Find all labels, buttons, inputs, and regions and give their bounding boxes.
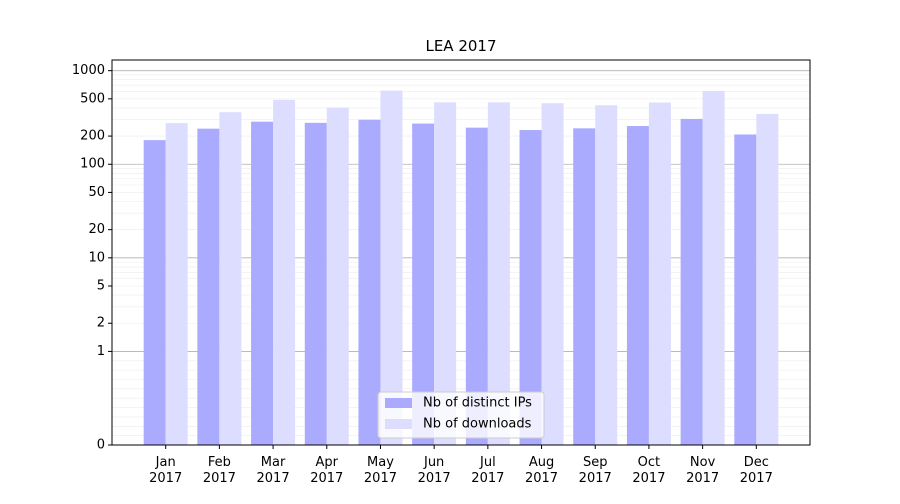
legend-box — [377, 391, 545, 439]
bar-downloads-jan — [165, 123, 188, 446]
x-tick-label-year: 2017 — [364, 471, 397, 486]
bar-distinct-ips-may — [358, 119, 381, 445]
x-tick-label-year: 2017 — [418, 471, 451, 486]
bar-distinct-ips-jan — [143, 140, 166, 446]
y-tick-label: 500 — [80, 91, 105, 106]
y-tick-label: 1 — [97, 344, 105, 359]
x-tick-label-month: Oct — [638, 455, 660, 470]
y-tick-label: 50 — [88, 185, 105, 200]
bar-distinct-ips-oct — [626, 126, 649, 446]
x-tick-label-month: May — [367, 455, 394, 470]
x-tick-label-month: Nov — [690, 455, 716, 470]
x-tick-label-month: Aug — [529, 455, 554, 470]
bar-downloads-feb — [219, 112, 242, 445]
x-tick-label-month: Sep — [583, 455, 608, 470]
bar-distinct-ips-apr — [304, 122, 327, 445]
bar-downloads-dec — [756, 113, 779, 446]
x-tick-label-year: 2017 — [740, 471, 773, 486]
x-tick-label-month: Jan — [155, 455, 176, 470]
bar-downloads-mar — [273, 99, 296, 445]
y-tick-label: 0 — [97, 438, 105, 453]
legend-swatch — [385, 419, 412, 429]
bar-distinct-ips-mar — [251, 121, 274, 446]
bar-distinct-ips-jun — [412, 123, 435, 445]
bar-distinct-ips-dec — [734, 134, 757, 445]
bar-downloads-nov — [702, 90, 725, 445]
bars — [143, 90, 779, 446]
legend-swatch — [385, 398, 412, 408]
y-axis: 0 1 2 5 10 20 50 100 200 500 1000 — [72, 63, 112, 453]
legend-label: Nb of distinct IPs — [423, 396, 532, 411]
bar-downloads-may — [380, 90, 403, 445]
x-tick-label-year: 2017 — [632, 471, 665, 486]
x-tick-label-month: Feb — [208, 455, 231, 470]
x-tick-label-year: 2017 — [257, 471, 290, 486]
x-tick-label-month: Dec — [744, 455, 769, 470]
y-tick-label: 20 — [88, 222, 105, 237]
x-tick-label-month: Mar — [261, 455, 286, 470]
legend-label: Nb of downloads — [423, 417, 532, 432]
bar-distinct-ips-sep — [573, 128, 596, 445]
x-tick-label-month: Apr — [316, 455, 339, 470]
x-tick-label-year: 2017 — [579, 471, 612, 486]
bar-downloads-apr — [326, 107, 349, 446]
x-axis: Jan2017Feb2017Mar2017Apr2017May2017Jun20… — [149, 445, 773, 486]
plot-frame — [111, 59, 811, 446]
x-tick-label-year: 2017 — [525, 471, 558, 486]
y-tick-label: 2 — [97, 316, 105, 331]
x-tick-label-year: 2017 — [149, 471, 182, 486]
bar-distinct-ips-jul — [465, 127, 488, 445]
y-tick-label: 10 — [88, 250, 105, 265]
bar-downloads-jul — [487, 102, 510, 445]
x-tick-label-month: Jun — [423, 455, 444, 470]
chart-title: LEA 2017 — [425, 37, 496, 55]
bar-distinct-ips-feb — [197, 128, 220, 445]
y-tick-label: 5 — [97, 279, 105, 294]
bar-downloads-oct — [648, 102, 671, 446]
x-tick-label-year: 2017 — [310, 471, 343, 486]
y-tick-label: 1000 — [72, 63, 105, 78]
y-tick-label: 100 — [80, 157, 105, 172]
bar-downloads-jun — [434, 102, 457, 445]
x-tick-label-year: 2017 — [471, 471, 504, 486]
bar-downloads-sep — [595, 105, 618, 446]
legend: Nb of distinct IPs Nb of downloads — [377, 391, 545, 439]
y-tick-label: 200 — [80, 129, 105, 144]
bar-downloads-aug — [541, 103, 564, 446]
bar-distinct-ips-nov — [680, 118, 703, 445]
x-tick-label-month: Jul — [479, 455, 496, 470]
x-tick-label-year: 2017 — [686, 471, 719, 486]
bar-distinct-ips-aug — [519, 130, 542, 445]
x-tick-label-year: 2017 — [203, 471, 236, 486]
